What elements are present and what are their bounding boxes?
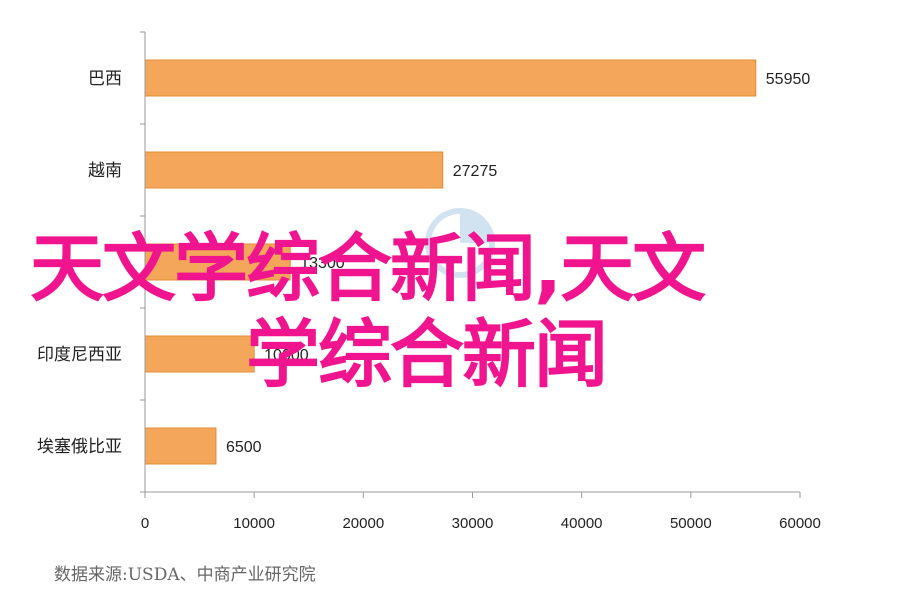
bar-2 xyxy=(144,243,291,281)
watermark-logo xyxy=(425,208,495,278)
bar-0 xyxy=(144,59,757,97)
category-label-1: 越南 xyxy=(88,161,122,181)
x-tick-label-0: 0 xyxy=(141,515,149,532)
x-tick-label-6: 60000 xyxy=(779,515,821,532)
data-label-4: 6500 xyxy=(226,439,262,456)
y-ticks xyxy=(140,31,145,493)
category-label-3: 印度尼西亚 xyxy=(37,345,122,365)
x-tick-label-1: 10000 xyxy=(233,515,275,532)
data-label-0: 55950 xyxy=(766,71,811,88)
source-note: 数据来源:USDA、中商产业研究院 xyxy=(54,565,316,585)
x-tick-label-2: 20000 xyxy=(342,515,384,532)
data-labels: 55950 27275 13300 10000 6500 xyxy=(226,71,810,456)
bar-1 xyxy=(144,151,444,189)
bar-4 xyxy=(144,427,217,465)
x-tick-label-3: 30000 xyxy=(452,515,494,532)
x-tick-label-4: 40000 xyxy=(561,515,603,532)
data-label-3: 10000 xyxy=(264,347,309,364)
data-label-2: 13300 xyxy=(300,255,345,272)
x-tick-label-5: 50000 xyxy=(670,515,712,532)
x-ticks: 0 10000 20000 30000 40000 50000 60000 xyxy=(141,492,821,532)
data-label-1: 27275 xyxy=(453,163,498,180)
category-label-0: 巴西 xyxy=(88,69,122,89)
category-label-4: 埃塞俄比亚 xyxy=(37,437,122,457)
bar-3 xyxy=(144,335,255,373)
